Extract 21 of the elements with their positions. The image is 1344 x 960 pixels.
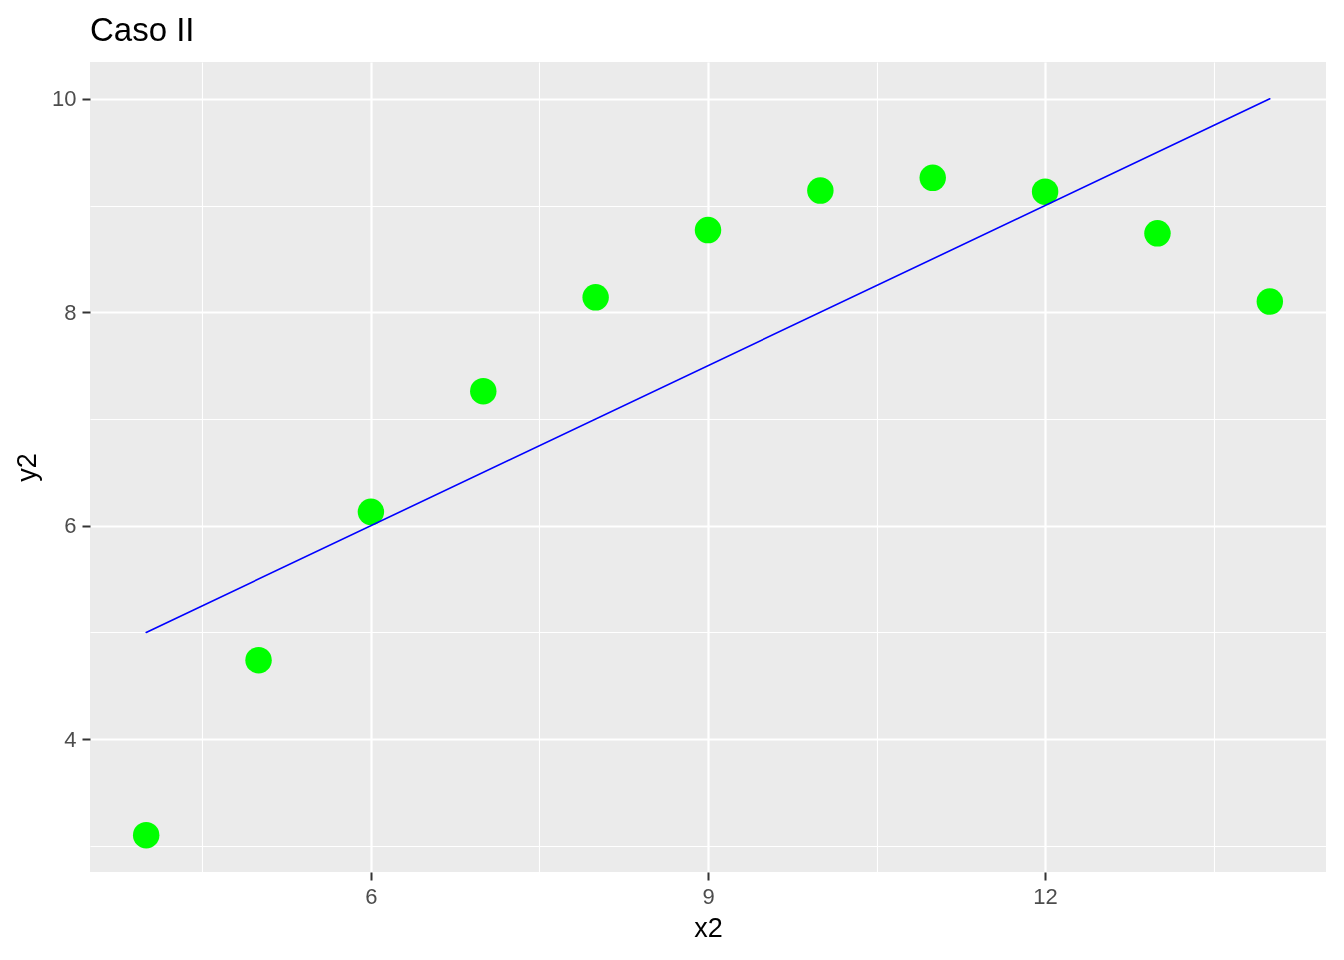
x-tick-label: 12 [1033, 883, 1058, 909]
point [582, 284, 609, 311]
y-tick-label: 10 [52, 86, 77, 112]
y-tick-label: 8 [64, 299, 77, 325]
point [1256, 288, 1284, 315]
point [807, 177, 834, 204]
chart-title: Caso II [90, 11, 195, 48]
x-axis-title: x2 [694, 912, 723, 943]
y-tick-label: 6 [64, 513, 77, 539]
point [470, 378, 497, 405]
point [694, 216, 722, 244]
point [132, 821, 160, 849]
y-axis-title: y2 [12, 453, 43, 482]
point [1031, 178, 1059, 205]
x-tick-label: 6 [365, 883, 378, 909]
point [357, 498, 385, 526]
y-tick-label: 4 [64, 726, 77, 752]
point [1144, 220, 1171, 247]
point [919, 164, 946, 191]
point [245, 646, 272, 674]
x-tick-label: 9 [702, 883, 715, 909]
